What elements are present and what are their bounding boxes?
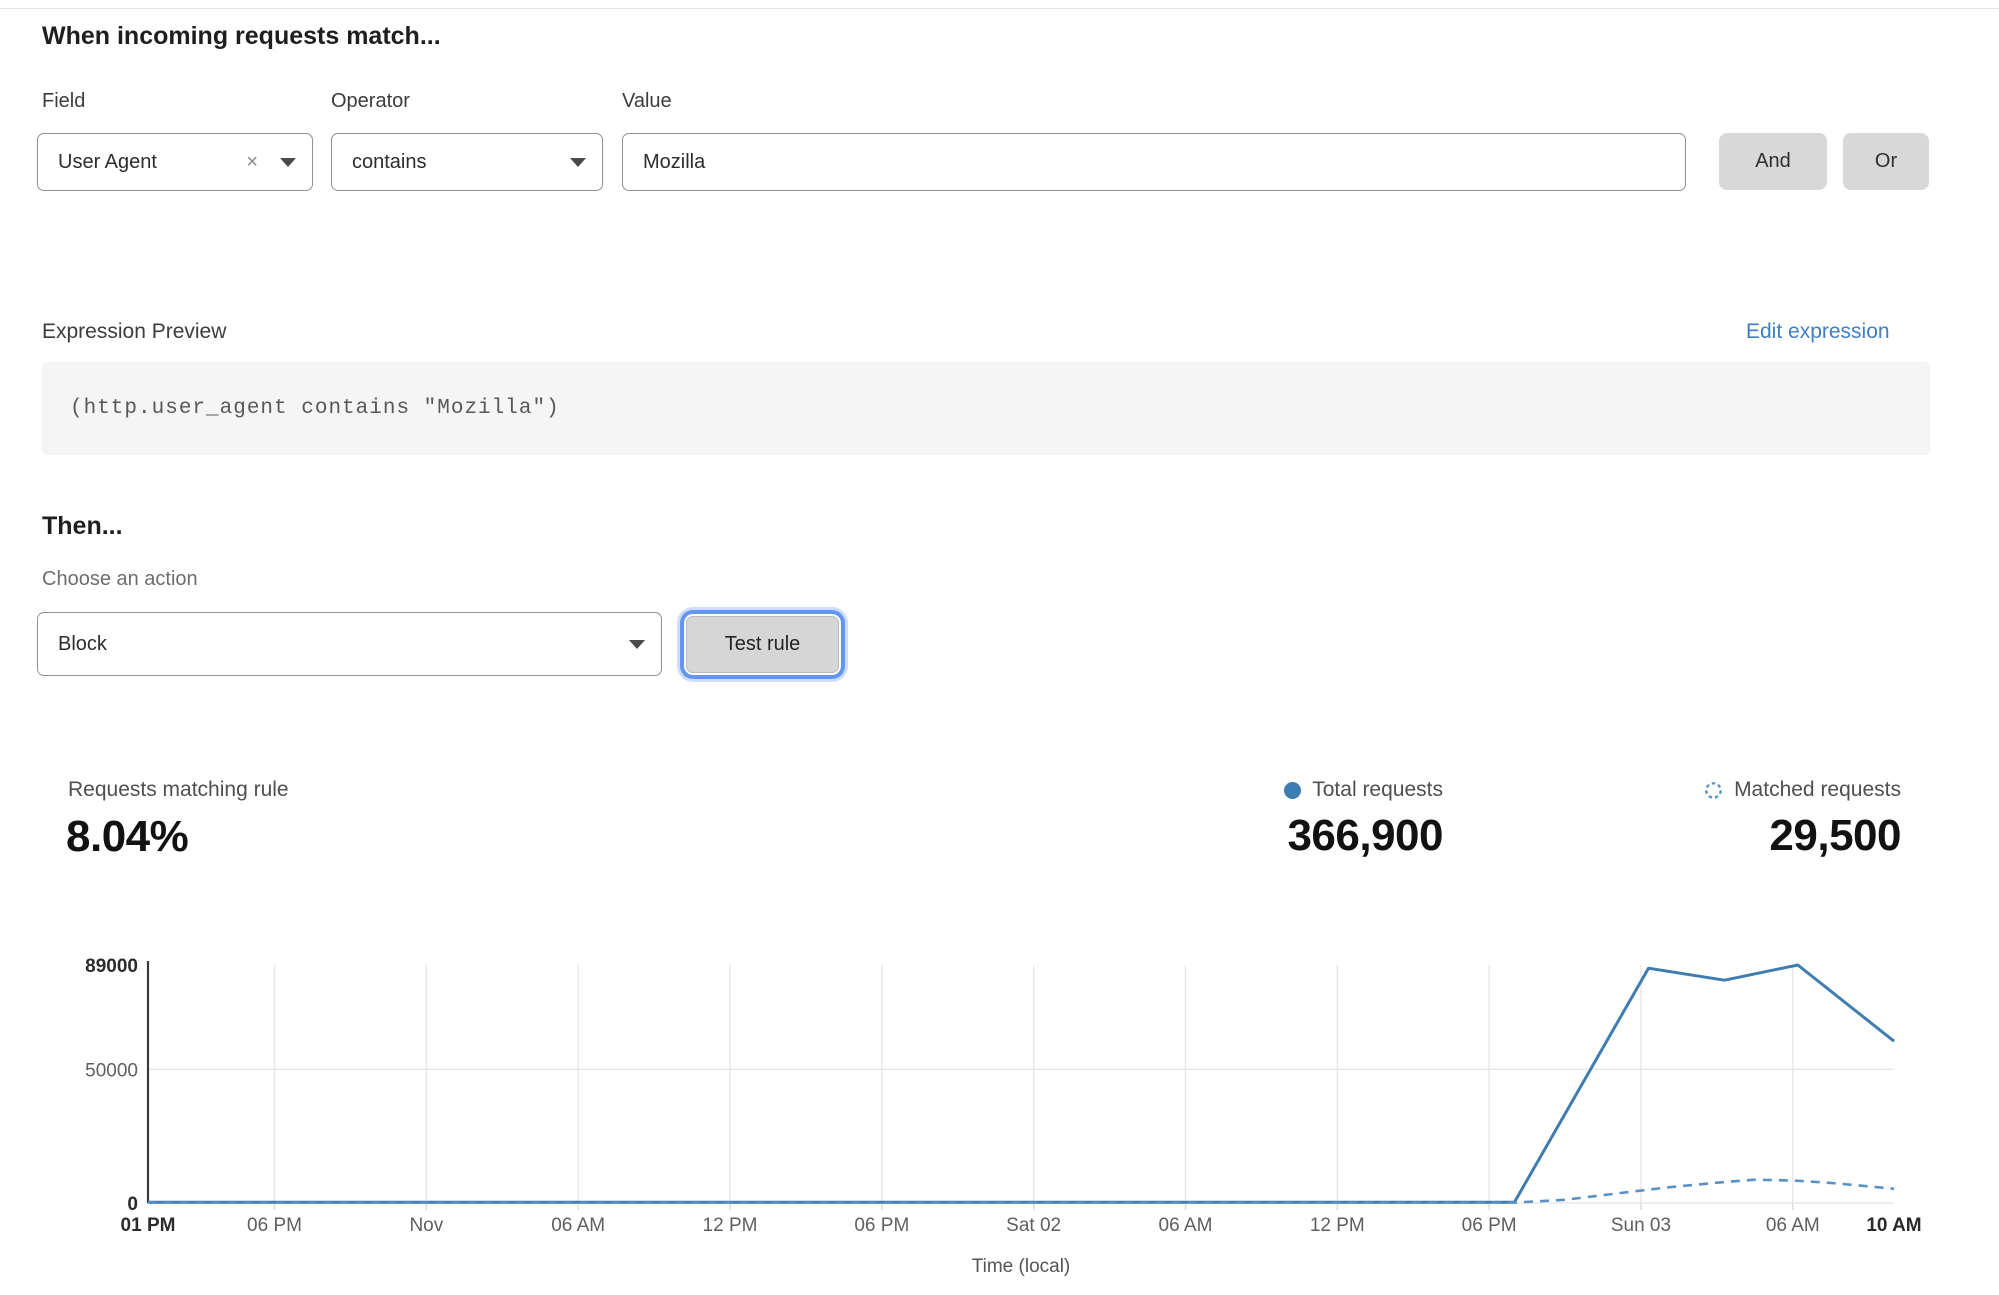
svg-text:10 AM: 10 AM [1866,1215,1921,1236]
field-label: Field [42,90,86,112]
svg-text:06 AM: 06 AM [1766,1215,1820,1236]
operator-select-value: contains [352,150,427,173]
edit-expression-link[interactable]: Edit expression [1746,320,1890,343]
svg-text:06 AM: 06 AM [1159,1215,1213,1236]
clear-field-icon[interactable]: × [246,150,258,173]
operator-select[interactable]: contains [331,133,603,191]
svg-text:12 PM: 12 PM [703,1215,758,1236]
matched-requests-legend: Matched requests 29,500 [1648,778,1901,861]
matched-requests-dashed-circle-icon [1705,781,1722,799]
value-input-wrap [622,133,1686,191]
value-input[interactable] [623,134,1685,190]
total-requests-label: Total requests [1312,778,1443,801]
action-select-value: Block [58,632,107,655]
svg-text:01 PM: 01 PM [121,1215,176,1236]
requests-matching-value: 8.04% [66,812,189,861]
svg-text:Nov: Nov [409,1215,443,1236]
svg-text:12 PM: 12 PM [1310,1215,1365,1236]
expression-code: (http.user_agent contains "Mozilla") [70,397,560,420]
chevron-down-icon [570,157,586,167]
field-select-value: User Agent [58,150,157,173]
expression-preview-label: Expression Preview [42,320,227,343]
or-button[interactable]: Or [1843,133,1929,190]
svg-text:06 PM: 06 PM [1462,1215,1517,1236]
svg-text:06 PM: 06 PM [247,1215,302,1236]
page-title: When incoming requests match... [42,22,441,50]
svg-text:89000: 89000 [85,956,138,977]
svg-text:06 AM: 06 AM [551,1215,605,1236]
matched-requests-value: 29,500 [1769,811,1901,860]
and-button[interactable]: And [1719,133,1827,190]
value-label: Value [622,90,672,112]
operator-label: Operator [331,90,410,112]
choose-action-label: Choose an action [42,568,198,590]
matched-requests-label: Matched requests [1734,778,1901,801]
svg-text:50000: 50000 [85,1060,138,1081]
requests-time-series-chart: 0 50000 89000 01 PM 06 PM Nov 06 AM 12 PM 06 PM S… [85,956,1921,1277]
then-heading: Then... [42,512,123,540]
requests-matching-label: Requests matching rule [68,778,289,801]
svg-text:Time (local): Time (local) [972,1256,1071,1277]
chevron-down-icon [280,157,296,167]
field-select[interactable]: User Agent × [37,133,313,191]
svg-text:Sun 03: Sun 03 [1611,1215,1671,1236]
total-requests-value: 366,900 [1287,811,1443,860]
svg-text:06 PM: 06 PM [854,1215,909,1236]
total-requests-dot-icon [1284,781,1302,799]
svg-text:Sat 02: Sat 02 [1006,1215,1061,1236]
test-rule-button[interactable]: Test rule [686,616,839,673]
expression-code-box: (http.user_agent contains "Mozilla") [42,362,1930,455]
total-requests-legend: Total requests 366,900 [1240,778,1443,861]
action-select[interactable]: Block [37,612,662,676]
chevron-down-icon [629,639,645,649]
section-divider [0,8,1999,9]
svg-text:0: 0 [127,1194,138,1215]
